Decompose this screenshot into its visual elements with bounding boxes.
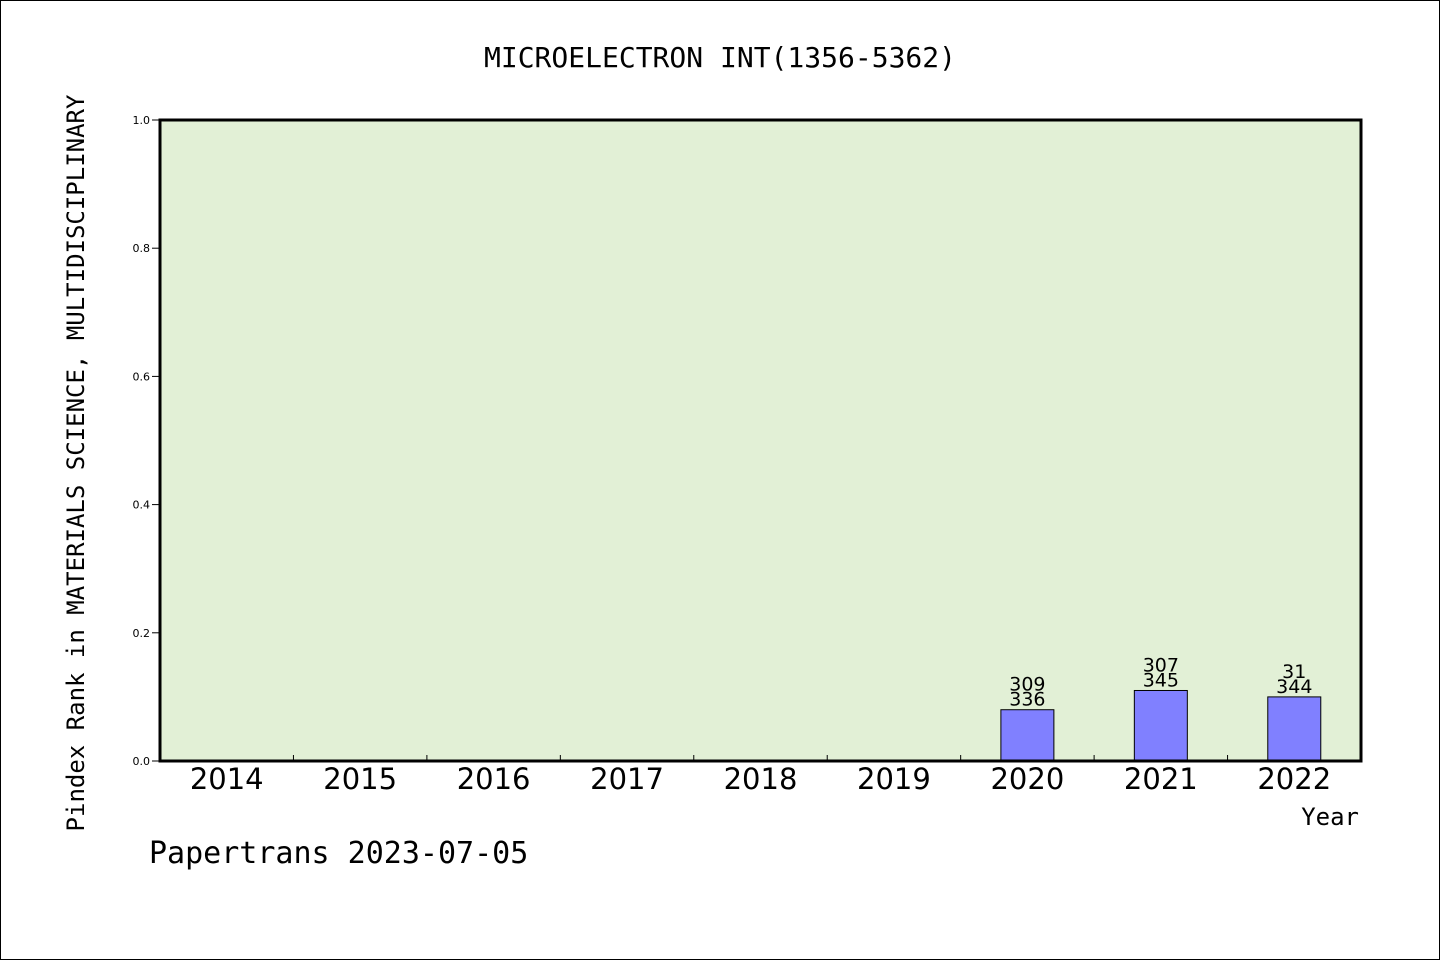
x-tick-label: 2017	[590, 762, 664, 796]
footer-credit: Papertrans 2023-07-05	[149, 836, 528, 871]
y-tick-label: 0.2	[133, 627, 151, 640]
bars-group	[1000, 689, 1322, 762]
x-tick-label: 2015	[323, 762, 397, 796]
x-axis-label: Year	[1301, 803, 1359, 831]
y-tick-label: 1.0	[133, 114, 151, 127]
bar-label-total: 345	[1143, 669, 1179, 691]
x-tick-label: 2022	[1257, 762, 1331, 796]
plot-border	[158, 118, 1363, 763]
y-tick-label: 0.6	[133, 370, 151, 383]
x-tick-label: 2016	[457, 762, 531, 796]
bar-2021	[1133, 689, 1188, 762]
x-tick-label: 2021	[1124, 762, 1198, 796]
x-axis-ticks: 2014 2015 2016 2017 2018 2019 2020 2021 2022	[190, 755, 1331, 796]
plot-area	[160, 120, 1361, 761]
x-tick-label: 2014	[190, 762, 264, 796]
x-tick-label: 2020	[990, 762, 1064, 796]
bar-label-total: 344	[1276, 676, 1312, 698]
chart-title: MICROELECTRON INT(1356-5362)	[484, 41, 956, 74]
bar-2020	[1000, 709, 1055, 762]
y-tick-label: 0.4	[133, 499, 151, 512]
bar-label-rank: 31	[1282, 661, 1306, 683]
bar-2022	[1267, 696, 1322, 762]
bar-label-total: 336	[1009, 689, 1045, 711]
y-tick-label: 0.8	[133, 242, 151, 255]
y-tick-label: 0.0	[133, 755, 151, 768]
bar-label-rank: 307	[1143, 654, 1179, 676]
y-axis-label: Pindex Rank in MATERIALS SCIENCE, MULTID…	[62, 94, 90, 831]
bar-label-rank: 309	[1009, 674, 1045, 696]
x-tick-label: 2018	[724, 762, 798, 796]
y-axis-ticks: 0.0 0.2 0.4 0.6 0.8 1.0	[133, 114, 160, 768]
x-tick-label: 2019	[857, 762, 931, 796]
